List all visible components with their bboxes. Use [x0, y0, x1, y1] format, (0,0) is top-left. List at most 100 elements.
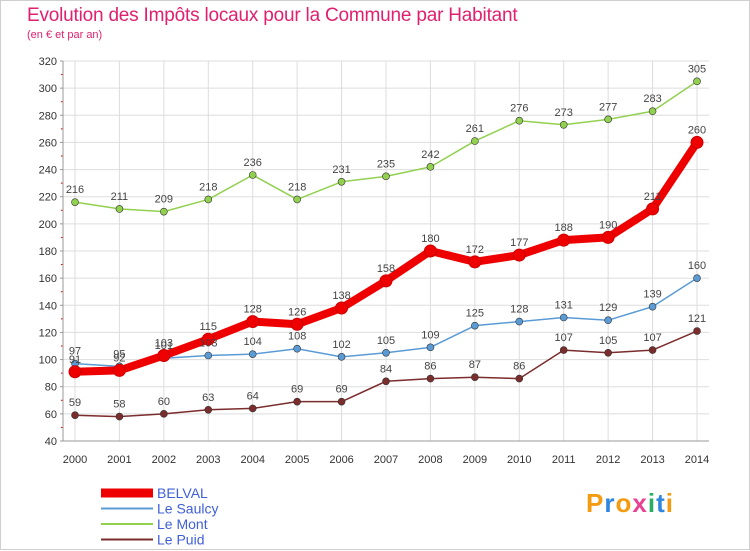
- data-label: 103: [199, 338, 217, 350]
- data-point: [337, 353, 346, 361]
- data-label: 283: [643, 93, 661, 105]
- data-point: [115, 205, 124, 213]
- data-point: [426, 343, 435, 352]
- data-point: [468, 255, 482, 269]
- data-label: 190: [599, 219, 617, 231]
- data-label: 242: [421, 149, 439, 161]
- data-point: [515, 317, 524, 326]
- x-tick-label: 2000: [63, 454, 87, 466]
- x-tick-label: 2007: [374, 454, 398, 466]
- x-tick-label: 2003: [196, 454, 220, 466]
- data-point: [382, 377, 390, 386]
- data-label: 261: [466, 123, 484, 135]
- data-point: [248, 404, 257, 413]
- data-label: 126: [288, 306, 306, 318]
- data-point: [512, 248, 526, 262]
- data-label: 107: [555, 332, 573, 344]
- data-point: [335, 301, 349, 315]
- data-label: 180: [421, 233, 439, 245]
- brand-letter: o: [615, 488, 633, 518]
- data-point: [293, 397, 301, 406]
- data-label: 84: [380, 363, 392, 375]
- data-label: 102: [332, 339, 350, 351]
- data-point: [515, 116, 524, 125]
- data-point: [471, 321, 479, 330]
- data-label: 129: [599, 302, 617, 314]
- data-label: 276: [510, 103, 528, 115]
- data-label: 138: [332, 290, 350, 302]
- data-label: 59: [69, 397, 81, 409]
- data-point: [559, 120, 568, 129]
- y-tick-label: 320: [39, 56, 57, 68]
- data-point: [648, 346, 657, 354]
- y-tick-label: 80: [45, 382, 57, 394]
- data-label: 58: [113, 399, 125, 411]
- data-label: 63: [202, 392, 214, 404]
- brand-letter: i: [665, 488, 674, 518]
- data-point: [379, 274, 393, 288]
- data-label: 260: [688, 124, 706, 136]
- data-label: 121: [688, 313, 706, 325]
- data-label: 128: [244, 304, 262, 316]
- data-label: 105: [599, 335, 617, 347]
- data-point: [201, 332, 215, 346]
- data-point: [426, 374, 435, 383]
- data-label: 216: [66, 184, 84, 196]
- legend-label: Le Saulcy: [157, 501, 218, 517]
- x-tick-label: 2002: [152, 454, 176, 466]
- data-point: [648, 107, 657, 116]
- data-point: [248, 350, 257, 358]
- data-point: [337, 397, 346, 406]
- data-label: 104: [244, 336, 262, 348]
- data-label: 87: [469, 359, 481, 371]
- y-tick-label: 160: [39, 273, 57, 285]
- data-labels: 91 92 103 115 128 126 138 158 180 172 177 188 190 211…: [66, 63, 706, 410]
- y-tick-label: 120: [39, 327, 57, 339]
- data-point: [471, 137, 479, 145]
- data-label: 86: [424, 361, 436, 373]
- data-label: 131: [555, 300, 573, 312]
- data-label: 277: [599, 101, 617, 113]
- data-point: [690, 135, 704, 149]
- data-point: [604, 316, 612, 325]
- data-label: 231: [332, 164, 350, 176]
- data-point: [382, 172, 390, 181]
- data-point: [204, 195, 213, 204]
- y-tick-label: 200: [39, 219, 57, 231]
- legend-label: Le Puid: [157, 532, 204, 548]
- x-tick-label: 2006: [329, 454, 353, 466]
- data-point: [248, 171, 257, 179]
- data-point: [157, 349, 171, 362]
- data-point: [290, 317, 304, 331]
- brand-letter: P: [586, 488, 605, 518]
- data-label: 172: [466, 244, 484, 256]
- data-point: [423, 244, 437, 258]
- data-label: 69: [291, 384, 303, 396]
- chart-subtitle: (en € et par an): [27, 29, 103, 41]
- y-tick-label: 100: [39, 355, 57, 367]
- data-point: [604, 348, 612, 357]
- data-point: [648, 302, 657, 311]
- data-label: 95: [113, 348, 125, 360]
- y-tick-label: 60: [45, 409, 57, 421]
- x-tick-label: 2001: [107, 454, 131, 466]
- data-label: 211: [644, 191, 662, 203]
- data-point: [426, 163, 435, 171]
- y-tick-label: 180: [39, 246, 57, 258]
- data-label: 139: [643, 289, 661, 301]
- data-point: [604, 115, 612, 124]
- data-label: 305: [688, 63, 706, 75]
- x-tick-label: 2005: [285, 454, 309, 466]
- series-le-mont: [71, 77, 701, 216]
- y-tick-label: 220: [39, 192, 57, 204]
- data-point: [246, 315, 260, 329]
- data-point: [382, 348, 390, 357]
- data-point: [601, 230, 615, 244]
- y-tick-label: 280: [39, 110, 57, 122]
- data-label: 64: [247, 390, 259, 402]
- y-tick-label: 240: [39, 165, 57, 177]
- x-tick-label: 2014: [685, 454, 709, 466]
